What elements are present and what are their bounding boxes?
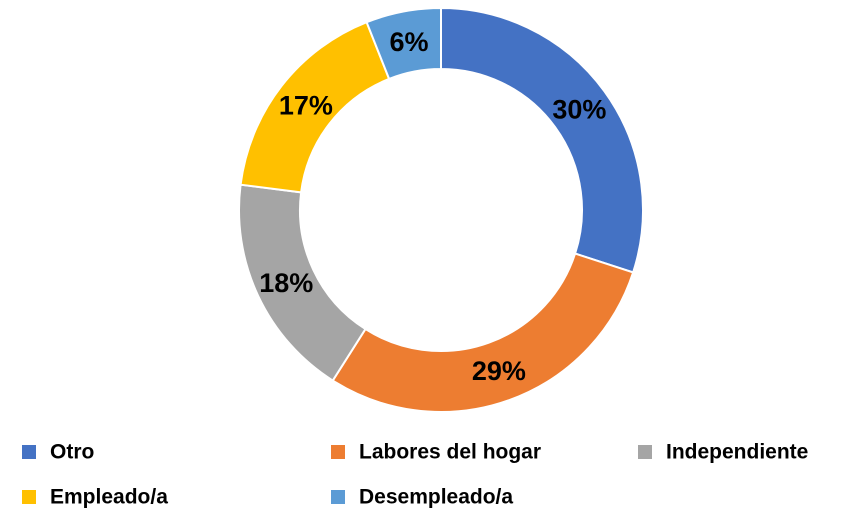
legend-swatch — [331, 445, 345, 459]
data-label: 29% — [472, 356, 526, 386]
data-label: 18% — [259, 268, 313, 298]
legend-swatch — [331, 490, 345, 504]
donut-slice — [440, 6, 644, 274]
legend-swatch — [22, 445, 36, 459]
legend-label: Labores del hogar — [359, 441, 541, 464]
legend-swatch — [638, 445, 652, 459]
donut-slice — [331, 252, 635, 413]
donut-slice — [365, 6, 442, 81]
legend-label: Otro — [50, 441, 94, 464]
data-label: 6% — [389, 27, 428, 57]
legend-swatch — [22, 490, 36, 504]
data-label: 17% — [279, 90, 333, 120]
legend-label: Desempleado/a — [359, 486, 513, 509]
data-label: 30% — [552, 95, 606, 125]
legend-label: Independiente — [666, 441, 808, 464]
legend-label: Empleado/a — [50, 486, 168, 509]
